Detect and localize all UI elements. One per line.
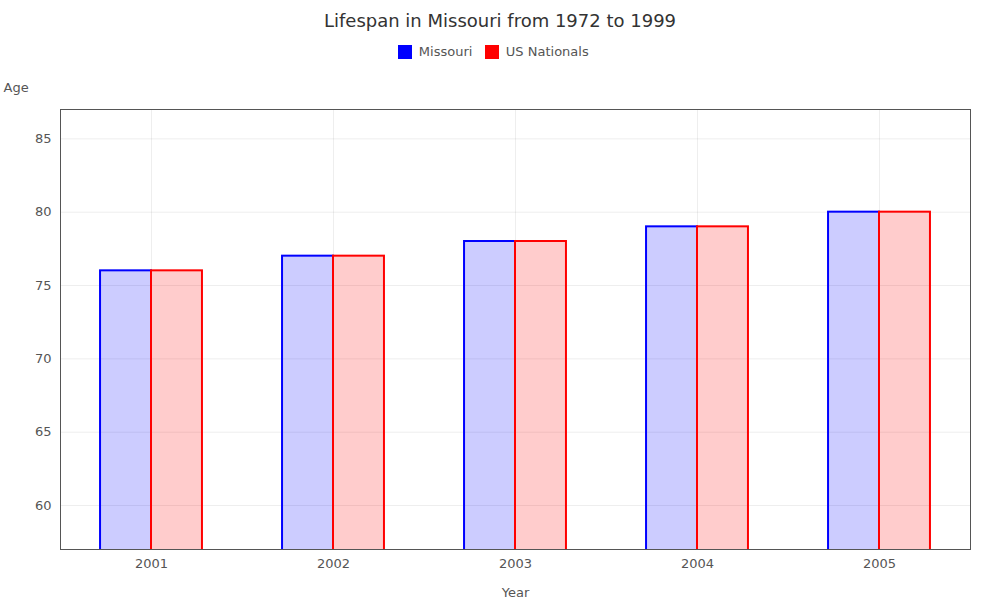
svg-text:70: 70 xyxy=(35,350,52,365)
svg-text:2002: 2002 xyxy=(317,555,350,570)
svg-text:2003: 2003 xyxy=(499,555,532,570)
svg-text:75: 75 xyxy=(35,277,52,292)
svg-text:60: 60 xyxy=(35,497,52,512)
svg-text:80: 80 xyxy=(35,204,52,219)
svg-text:Age: Age xyxy=(4,79,29,94)
svg-text:2004: 2004 xyxy=(681,555,714,570)
svg-text:2001: 2001 xyxy=(135,555,168,570)
svg-text:65: 65 xyxy=(35,424,52,439)
html-text:Lifespan in Missouri from 1972: Lifespan in Missouri from 1972 to 1999 xyxy=(323,10,676,31)
html-text:US Nationals: US Nationals xyxy=(505,44,589,59)
html-text:Missouri: Missouri xyxy=(418,44,473,59)
svg-text:Year: Year xyxy=(501,584,530,599)
svg-text:85: 85 xyxy=(35,130,52,145)
svg-text:2005: 2005 xyxy=(863,555,896,570)
